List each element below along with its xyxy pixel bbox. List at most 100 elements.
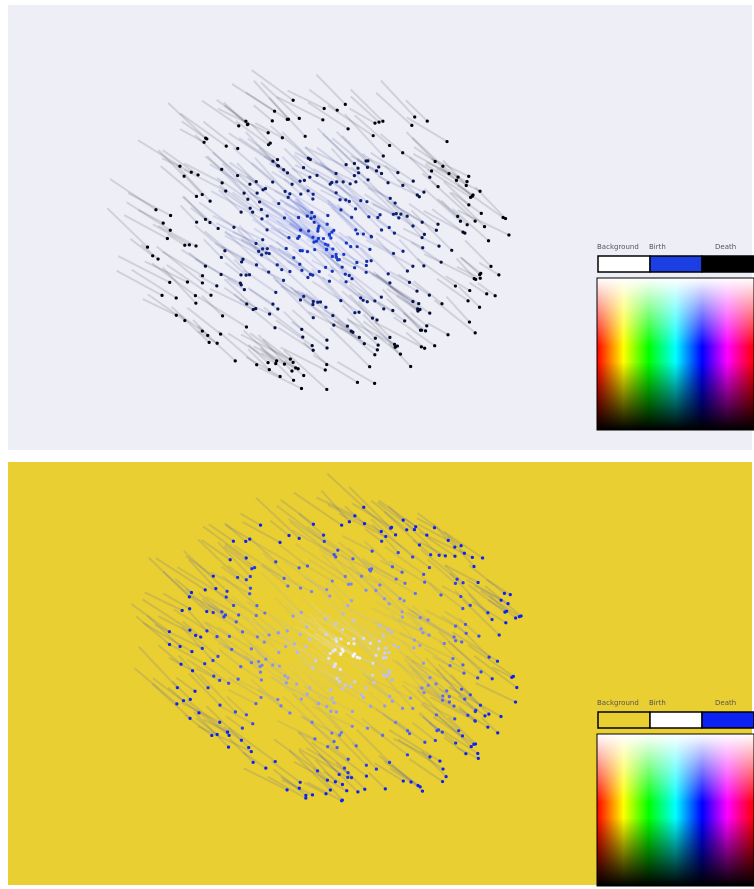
particle — [168, 643, 171, 646]
color-swatch[interactable] — [650, 712, 702, 728]
particle — [477, 757, 480, 760]
particle — [225, 145, 228, 148]
particle — [510, 676, 513, 679]
particle — [366, 727, 369, 730]
particle — [471, 195, 474, 198]
particle — [406, 753, 409, 756]
particle — [472, 743, 475, 746]
color-swatch[interactable] — [702, 712, 754, 728]
particle — [204, 218, 207, 221]
particle — [271, 119, 274, 122]
particle — [364, 589, 367, 592]
particle — [481, 556, 484, 559]
color-swatch[interactable] — [598, 256, 650, 272]
particle — [241, 727, 244, 730]
particle — [368, 248, 371, 251]
particle — [328, 280, 331, 283]
particle — [318, 270, 321, 273]
color-swatch[interactable] — [702, 256, 754, 272]
particle — [304, 135, 307, 138]
particle — [405, 528, 408, 531]
particle — [245, 325, 248, 328]
particle — [175, 296, 178, 299]
particle — [322, 237, 325, 240]
particle — [290, 183, 293, 186]
particle — [453, 555, 456, 558]
particle — [208, 221, 211, 224]
particle — [403, 599, 406, 602]
particle — [353, 266, 356, 269]
particle — [453, 545, 456, 548]
particle — [160, 294, 163, 297]
particle — [354, 180, 357, 183]
particle — [453, 717, 456, 720]
particle — [259, 671, 262, 674]
particle — [178, 165, 181, 168]
particle — [287, 534, 290, 537]
particle — [372, 134, 375, 137]
particle — [219, 332, 222, 335]
particle — [428, 676, 431, 679]
particle — [359, 199, 362, 202]
particle — [261, 238, 264, 241]
particle — [460, 640, 463, 643]
particle — [284, 645, 287, 648]
particle — [418, 543, 421, 546]
particle — [237, 678, 240, 681]
particle — [366, 300, 369, 303]
particle — [418, 644, 421, 647]
particle — [330, 697, 333, 700]
particle — [247, 746, 250, 749]
particle — [323, 107, 326, 110]
particle — [245, 713, 248, 716]
particle — [191, 669, 194, 672]
particle — [250, 750, 253, 753]
particle — [274, 291, 277, 294]
particle — [285, 681, 288, 684]
particle — [365, 764, 368, 767]
color-swatch[interactable] — [650, 256, 702, 272]
particle — [249, 587, 252, 590]
particle — [414, 525, 417, 528]
particle — [347, 642, 350, 645]
particle — [263, 640, 266, 643]
particle — [373, 382, 376, 385]
particle — [467, 175, 470, 178]
particle — [409, 696, 412, 699]
particle — [346, 127, 349, 130]
particle — [474, 720, 477, 723]
particle — [344, 103, 347, 106]
particle — [399, 597, 402, 600]
particle — [324, 306, 327, 309]
particle — [391, 700, 394, 703]
particle — [416, 193, 419, 196]
particle — [309, 217, 312, 220]
particle — [201, 329, 204, 332]
particle — [422, 662, 425, 665]
particle — [274, 560, 277, 563]
color-swatch[interactable] — [598, 712, 650, 728]
particle — [467, 203, 470, 206]
particle — [245, 274, 248, 277]
particle — [265, 251, 268, 254]
particle — [280, 268, 283, 271]
particle — [479, 670, 482, 673]
particle — [438, 759, 441, 762]
particle — [433, 344, 436, 347]
particle — [356, 381, 359, 384]
swatch-label: Birth — [649, 243, 666, 251]
particle — [479, 272, 482, 275]
particle — [146, 245, 149, 248]
particle — [500, 599, 503, 602]
particle — [212, 611, 215, 614]
particle — [300, 387, 303, 390]
panel: BackgroundBirthDeath — [8, 5, 754, 450]
particle — [378, 640, 381, 643]
particle — [423, 347, 426, 350]
particle — [435, 682, 438, 685]
particle — [476, 581, 479, 584]
particle — [344, 273, 347, 276]
particle — [206, 686, 209, 689]
particle — [390, 631, 393, 634]
particle — [299, 298, 302, 301]
